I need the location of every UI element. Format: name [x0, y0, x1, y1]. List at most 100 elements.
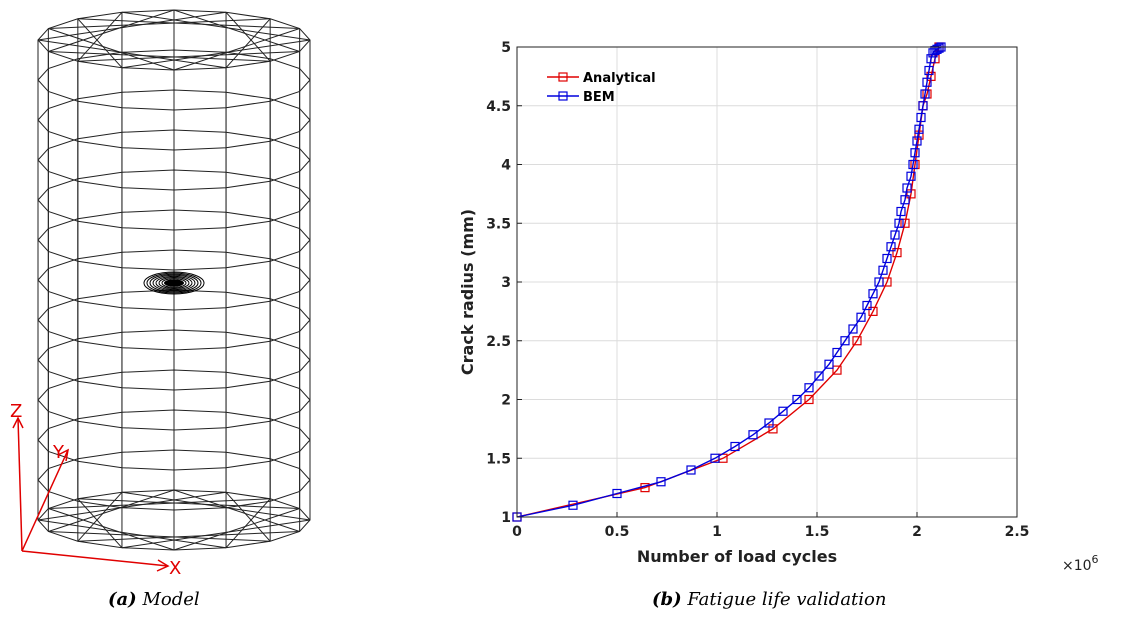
caption-model: (a) Model [108, 589, 200, 610]
data-point [804, 383, 814, 393]
mesh-cap-edge [173, 489, 300, 532]
x-tick-label: 1.5 [805, 524, 830, 540]
x-axis-label: X [169, 558, 181, 579]
data-point [908, 159, 918, 170]
crack-ring [155, 275, 193, 291]
data-point [874, 277, 884, 287]
legend-label: BEM [583, 90, 615, 105]
y-tick-label: 2.5 [486, 334, 511, 350]
y-axis-label: Y [52, 442, 65, 463]
mesh-cap-edge [225, 18, 271, 69]
data-point [852, 336, 862, 346]
crack-ring [143, 271, 205, 295]
data-point [906, 171, 916, 181]
caption-text: Fatigue life validation [687, 589, 887, 610]
y-tick-label: 3 [501, 275, 511, 291]
chart-grid [516, 46, 1018, 518]
mesh-cap-edge [48, 9, 175, 52]
data-point [922, 77, 932, 87]
caption-text: Model [142, 589, 200, 610]
x-tick-label: 0 [512, 524, 522, 540]
penny-crack [143, 271, 205, 295]
data-point [918, 101, 928, 111]
data-point [914, 124, 924, 134]
mesh-cap-edge [48, 498, 271, 510]
crack-ring [161, 278, 187, 288]
data-point [862, 300, 872, 311]
y-tick-label: 4 [501, 158, 511, 174]
data-point [890, 230, 900, 240]
data-point [568, 500, 578, 510]
data-point [814, 371, 824, 381]
data-point [868, 306, 878, 316]
data-point [778, 406, 788, 416]
data-point [804, 394, 814, 405]
data-point [878, 265, 888, 275]
data-point [896, 206, 906, 217]
data-point [764, 418, 774, 428]
data-point [886, 242, 896, 252]
chart-series [512, 42, 946, 522]
x-tick-label: 1 [712, 524, 722, 540]
z-axis-label: Z [10, 401, 22, 422]
series-line [516, 46, 940, 518]
data-point [840, 336, 850, 346]
legend-marker [558, 72, 568, 82]
data-point [920, 89, 930, 99]
x-axis-arrow [156, 559, 170, 572]
data-point [916, 112, 926, 123]
data-point [656, 477, 666, 487]
legend-label: Analytical [583, 71, 656, 86]
mesh-cap-edge [173, 9, 300, 52]
y-axis-line [21, 449, 69, 552]
crack-ring [158, 277, 190, 289]
z-axis-arrow [12, 416, 24, 429]
caption-fatigue: (b) Fatigue life validation [652, 589, 886, 610]
data-point [910, 148, 920, 158]
y-tick-label: 4.5 [486, 99, 511, 115]
y-tick-label: 2 [501, 393, 511, 409]
chart-ticks: 0 0.5 1 1.5 2 2.5 1 1.5 2 2.5 3 3.5 4 4.5 5 [486, 40, 1029, 540]
mesh-cap-edge [48, 489, 175, 532]
crack-ring [146, 272, 202, 294]
data-point [902, 183, 912, 193]
mesh-cap-edge [48, 18, 271, 30]
x-axis-exponent: ×106 [1062, 553, 1099, 574]
x-tick-label: 2 [912, 524, 922, 540]
y-tick-label: 5 [501, 40, 511, 56]
data-point [832, 347, 842, 358]
data-point [868, 289, 878, 299]
crack-core [164, 279, 184, 287]
y-axis-label: Crack radius (mm) [458, 209, 477, 375]
y-tick-label: 1.5 [486, 451, 511, 467]
z-axis-line [17, 417, 23, 552]
crack-ring [149, 273, 199, 293]
coordinate-axes: Z Y X [10, 401, 181, 579]
data-point [882, 253, 892, 264]
legend-marker [558, 91, 568, 101]
data-point [710, 453, 720, 463]
y-tick-label: 1 [501, 510, 511, 526]
data-point [832, 365, 842, 375]
chart-legend: Analytical BEM [547, 71, 656, 105]
x-axis-label: Number of load cycles [637, 547, 837, 566]
series-bem [512, 42, 946, 522]
data-point [900, 218, 910, 228]
x-tick-label: 2.5 [1005, 524, 1030, 540]
x-tick-label: 0.5 [605, 524, 630, 540]
data-point [900, 195, 910, 205]
cylinder-mesh [37, 9, 311, 551]
data-point [894, 218, 904, 228]
caption-tag: (b) [652, 589, 682, 610]
data-point [730, 441, 740, 452]
data-point [912, 136, 922, 146]
data-point [892, 248, 902, 258]
y-tick-label: 3.5 [486, 216, 511, 232]
data-point [848, 324, 858, 334]
data-point [934, 43, 944, 53]
data-point [856, 312, 866, 322]
data-point [686, 465, 696, 475]
y-axis-arrow [57, 448, 70, 462]
